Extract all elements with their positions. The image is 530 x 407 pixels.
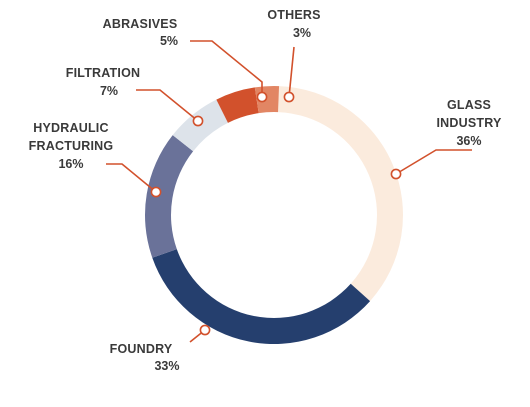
slice-hydraulic — [145, 135, 194, 258]
value-label-hydraulic: 16% — [58, 157, 83, 171]
value-label-filtration: 7% — [100, 84, 118, 98]
marker-dot-filtration — [192, 115, 204, 127]
leader-line-hydraulic — [106, 163, 157, 193]
donut-ring — [145, 85, 404, 344]
label-abrasives: ABRASIVES — [103, 17, 178, 31]
label-glass-line-1: GLASS — [447, 98, 491, 112]
leader-lines — [106, 40, 472, 343]
value-label-foundry: 33% — [154, 359, 179, 373]
marker-dot-abrasives — [256, 91, 268, 103]
slice-glass — [278, 86, 404, 302]
value-label-abrasives: 5% — [160, 34, 178, 48]
label-hydraulic-line-2: FRACTURING — [29, 139, 114, 153]
value-label-others: 3% — [293, 26, 311, 40]
leader-line-others — [288, 46, 295, 98]
slice-labels: GLASS INDUSTRY 36% FOUNDRY 33% HYDRAULIC FRACT… — [29, 8, 502, 373]
label-filtration: FILTRATION — [66, 66, 140, 80]
marker-dot-others — [283, 91, 295, 103]
marker-dot-foundry — [199, 324, 211, 336]
slice-foundry — [152, 249, 371, 344]
marker-dot-hydraulic — [150, 186, 162, 198]
value-label-glass: 36% — [456, 134, 481, 148]
label-hydraulic-line-1: HYDRAULIC — [33, 121, 108, 135]
marker-dot-glass — [390, 168, 402, 180]
leader-line-glass — [395, 149, 472, 175]
label-glass-line-2: INDUSTRY — [436, 116, 501, 130]
label-foundry: FOUNDRY — [110, 342, 173, 356]
slice-abrasives — [216, 87, 259, 123]
label-others: OTHERS — [267, 8, 320, 22]
leader-line-abrasives — [190, 40, 263, 97]
leader-line-filtration — [136, 89, 199, 122]
